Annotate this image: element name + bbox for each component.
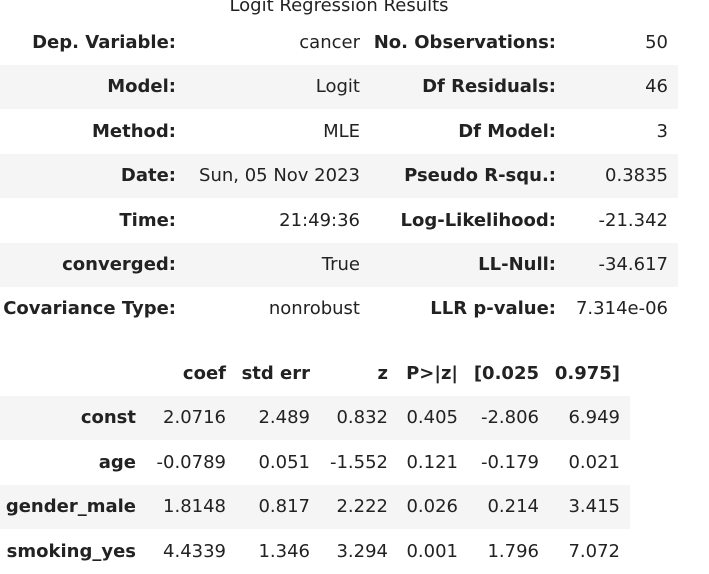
column-header: P>|z| (406, 363, 458, 384)
info-value: nonrobust (268, 298, 360, 320)
coef-value: 3.294 (336, 540, 388, 562)
coef-value: 0.051 (258, 451, 310, 473)
coef-value: 6.949 (568, 407, 620, 428)
coef-value: 0.001 (406, 540, 458, 562)
row-stripe (0, 154, 678, 199)
info-label: LLR p-value: (430, 298, 556, 320)
coef-value: 1.796 (487, 540, 539, 562)
coef-value: 0.405 (406, 407, 458, 428)
info-label: Pseudo R-squ.: (404, 165, 556, 187)
coef-value: 0.026 (406, 496, 458, 517)
info-value: -21.342 (598, 209, 668, 231)
row-label: age (98, 451, 136, 473)
table-title: Logit Regression Results (229, 0, 449, 16)
info-label: Time: (119, 209, 176, 231)
info-label: Model: (107, 76, 176, 98)
info-label: Dep. Variable: (32, 32, 176, 53)
info-value: cancer (299, 32, 360, 53)
info-value: 50 (645, 32, 668, 53)
info-label: No. Observations: (373, 32, 556, 53)
coef-value: 0.121 (406, 451, 458, 473)
info-label: Df Residuals: (422, 76, 556, 98)
coef-value: 1.8148 (163, 496, 226, 517)
coef-value: -0.0789 (156, 451, 226, 473)
row-label: gender_male (5, 496, 136, 517)
column-header: [0.025 (473, 363, 539, 384)
coef-value: -2.806 (480, 407, 539, 428)
coef-value: 0.214 (487, 496, 539, 517)
row-stripe (0, 65, 678, 110)
info-value: 46 (645, 76, 668, 98)
info-value: Sun, 05 Nov 2023 (199, 165, 360, 187)
info-label: Covariance Type: (3, 298, 176, 320)
row-label: const (80, 407, 136, 428)
info-value: 21:49:36 (279, 209, 360, 231)
row-stripe (0, 243, 678, 287)
row-stripe (0, 396, 630, 440)
info-value: 3 (656, 120, 668, 142)
coef-value: 0.817 (258, 496, 310, 517)
row-stripe (0, 485, 630, 529)
info-value: 0.3835 (605, 165, 668, 187)
info-label: converged: (62, 254, 176, 275)
info-label: Log-Likelihood: (400, 209, 557, 231)
info-label: Date: (120, 165, 176, 187)
coef-value: 2.222 (336, 496, 388, 517)
row-label: smoking_yes (6, 540, 136, 562)
info-value: Logit (315, 76, 360, 98)
coef-value: 3.415 (568, 496, 620, 517)
coef-value: -1.552 (329, 451, 388, 473)
column-header: std err (241, 363, 310, 384)
column-header: coef (182, 363, 226, 384)
coef-value: 1.346 (258, 540, 310, 562)
info-value: MLE (323, 120, 360, 142)
coef-value: -0.179 (480, 451, 539, 473)
coef-value: 7.072 (568, 540, 620, 562)
info-value: -34.617 (598, 254, 668, 275)
info-value: True (321, 254, 360, 275)
coef-value: 0.021 (568, 451, 620, 473)
info-label: Method: (92, 120, 176, 142)
coef-value: 0.832 (336, 407, 388, 428)
column-header: 0.975] (554, 363, 620, 384)
coef-value: 2.489 (258, 407, 310, 428)
info-value: 7.314e-06 (575, 298, 668, 320)
info-label: Df Model: (458, 120, 556, 142)
coef-value: 4.4339 (163, 540, 226, 562)
info-label: LL-Null: (478, 254, 556, 275)
coef-value: 2.0716 (163, 407, 226, 428)
column-header: z (377, 363, 388, 384)
